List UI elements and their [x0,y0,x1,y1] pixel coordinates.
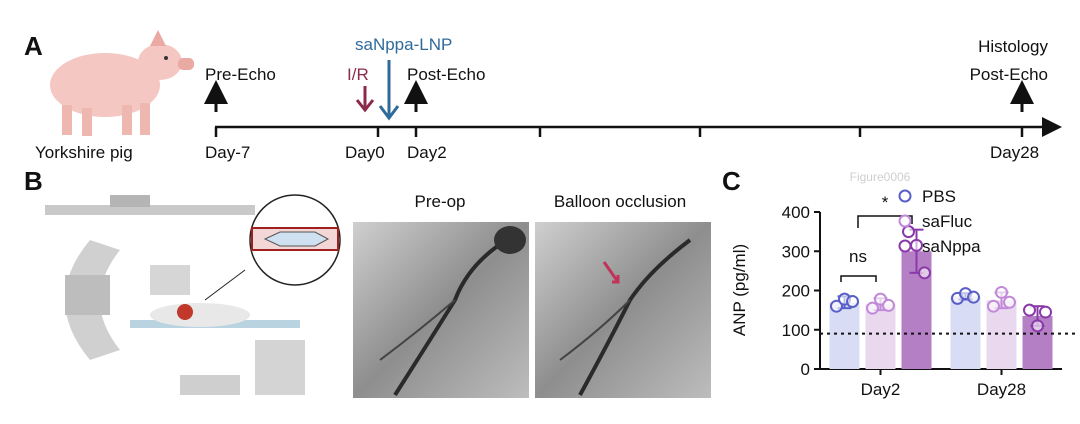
data-point [866,301,879,315]
significance-brackets [840,215,913,282]
legend-label: saFluc [922,212,973,231]
day-label: Day-7 [205,143,250,162]
y-tick-label: 300 [782,242,810,261]
y-axis-title: ANP (pg/ml) [730,244,749,336]
data-point [1039,305,1052,319]
data-point [910,238,923,252]
annotation: * [882,193,889,212]
data-point [918,266,931,280]
legend-marker [898,214,912,228]
catheter-lab-illustration [45,194,341,395]
event-label: Pre-Echo [205,65,276,84]
legend-marker [898,189,912,203]
event-arrows [204,60,1034,121]
day-label: Day2 [407,143,447,162]
data-point [1023,303,1036,317]
image-title: Balloon occlusion [554,192,686,211]
legend-label: PBS [922,187,956,206]
panel-label: C [722,166,741,196]
panel-label: A [24,31,43,61]
y-tick-label: 400 [782,203,810,222]
watermark: Figure0006 [850,170,911,184]
y-tick-label: 0 [801,360,810,379]
data-point [967,290,980,304]
x-tick-label: Day28 [977,380,1026,399]
image-title: Pre-op [414,192,465,211]
data-point [1031,319,1044,333]
annotation: ns [849,247,867,266]
event-label: Post-Echo [970,65,1048,84]
event-label: Post-Echo [407,65,485,84]
bar [829,302,860,369]
day-label: Day28 [990,143,1039,162]
angiogram-images [353,222,711,398]
panel-label: B [24,166,43,196]
legend-label: saNppa [922,237,981,256]
data-point [846,294,859,308]
y-tick-label: 100 [782,321,810,340]
event-label: Histology [978,37,1048,56]
pig-illustration [50,30,194,136]
day-label: Day0 [345,143,385,162]
animal-label: Yorkshire pig [35,143,133,162]
x-tick-label: Day2 [861,380,901,399]
legend-marker [898,239,912,253]
data-point [902,225,915,239]
event-label: saNppa-LNP [355,35,452,54]
event-label: I/R [347,65,369,84]
data-point [1003,295,1016,309]
data-point [830,299,843,313]
y-tick-label: 200 [782,282,810,301]
data-point [987,299,1000,313]
data-point [882,298,895,312]
data-point [995,285,1008,299]
bar [865,304,896,369]
timeline-ticks [214,127,1024,137]
